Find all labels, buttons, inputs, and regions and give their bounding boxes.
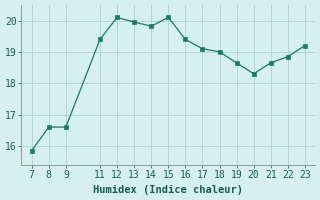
X-axis label: Humidex (Indice chaleur): Humidex (Indice chaleur)	[93, 185, 243, 195]
